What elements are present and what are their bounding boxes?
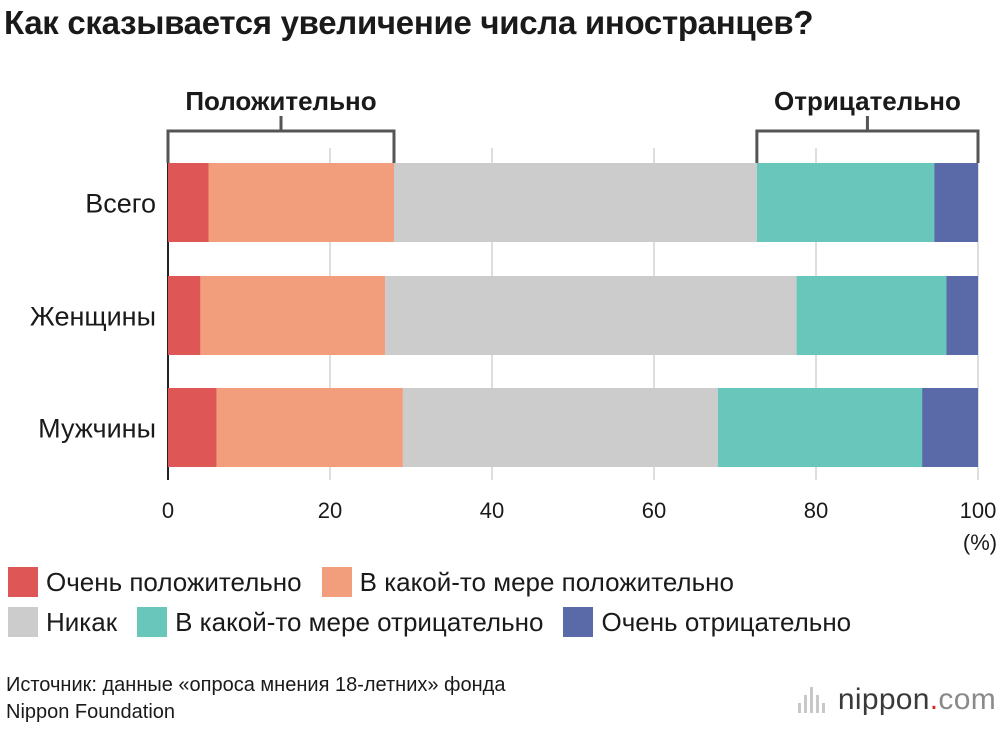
legend-label: Очень отрицательно: [601, 606, 852, 637]
legend-item: В какой-то мере положительно: [321, 566, 734, 598]
legend-swatch: [321, 567, 352, 597]
legend-item: В какой-то мере отрицательно: [137, 607, 543, 638]
legend-row: Никак В какой-то мере отрицательно Очень о…: [8, 602, 998, 642]
bar-segment: [168, 388, 217, 467]
logo-tld: com: [938, 683, 996, 716]
x-tick-label: 80: [804, 498, 828, 523]
category-label: Мужчины: [38, 414, 156, 444]
negative-group-label: Отрицательно: [774, 86, 961, 116]
category-label: Женщины: [30, 302, 156, 332]
bar-segment: [946, 276, 978, 355]
logo-name: nippon: [837, 683, 930, 716]
bar-segment: [168, 276, 201, 355]
positive-group-label: Положительно: [185, 86, 376, 116]
x-tick-label: 20: [318, 498, 342, 523]
legend-swatch: [8, 567, 38, 597]
legend-label: Никак: [46, 606, 118, 637]
chart-title: Как сказывается увеличение числа иностра…: [4, 4, 814, 41]
legend-label: Очень положительно: [46, 566, 302, 597]
bar-segment: [934, 163, 978, 242]
legend-swatch: [137, 607, 168, 637]
x-unit-label: (%): [963, 530, 997, 555]
x-tick-label: 40: [480, 498, 504, 523]
source-line-2: Nippon Foundation: [6, 701, 176, 723]
nippon-logo: nippon. com: [797, 683, 996, 717]
legend-item: Никак: [8, 607, 117, 638]
logo-dot: .: [929, 683, 939, 716]
legend-label: В какой-то мере отрицательно: [175, 606, 544, 637]
bar-segment: [717, 388, 923, 467]
bar-segment: [385, 276, 797, 355]
x-tick-label: 100: [960, 498, 997, 523]
source-line-1: Источник: данные «опроса мнения 18-летни…: [6, 674, 506, 696]
stacked-bar-chart: 0 20 40 60 80 100 (%) Всего Женщины Мужчины Положи…: [30, 86, 997, 555]
bar-segment: [402, 388, 718, 467]
legend-item: Очень отрицательно: [563, 607, 851, 638]
legend-swatch: [8, 607, 38, 637]
bar-segment: [168, 163, 209, 242]
legend-label: В какой-то мере положительно: [359, 566, 734, 597]
category-label: Всего: [85, 189, 156, 219]
bar-segment: [393, 163, 757, 242]
legend-item: Очень положительно: [8, 567, 302, 598]
bar-segment: [216, 388, 403, 467]
bar-segment: [208, 163, 394, 242]
x-tick-label: 0: [162, 498, 174, 523]
positive-bracket: [166, 129, 396, 163]
legend: Очень положительно В какой-то мере положи…: [8, 562, 998, 642]
legend-swatch: [563, 607, 594, 637]
legend-row: Очень положительно В какой-то мере положи…: [8, 562, 998, 602]
bar-segment: [922, 388, 978, 467]
negative-bracket: [755, 129, 980, 163]
bar-segment: [200, 276, 386, 355]
bar-segment: [756, 163, 935, 242]
bar-segment: [796, 276, 947, 355]
source-note: Источник: данные «опроса мнения 18-летни…: [6, 672, 505, 726]
logo-bars-icon: [797, 687, 828, 713]
x-tick-label: 60: [642, 498, 666, 523]
